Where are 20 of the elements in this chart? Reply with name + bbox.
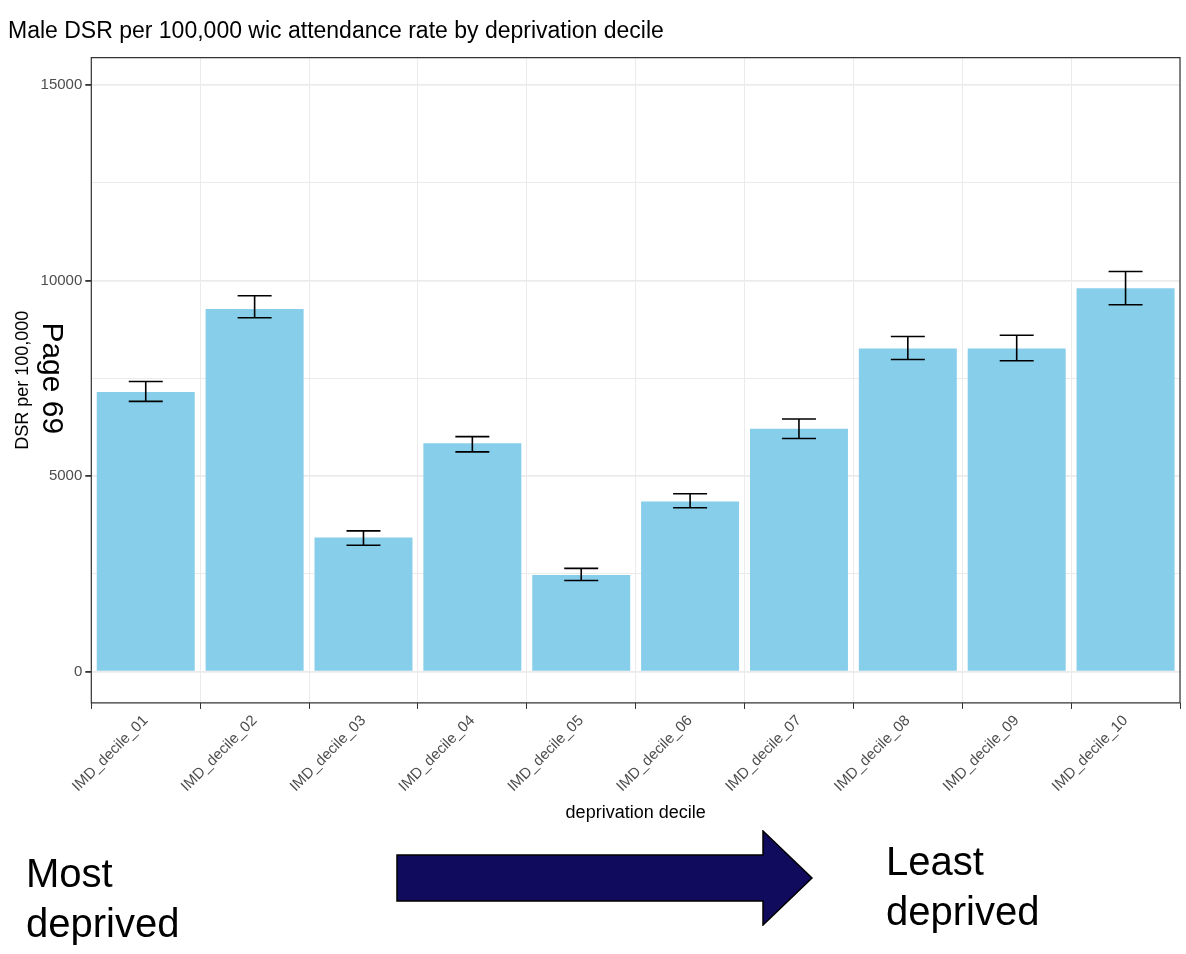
bar — [205, 309, 304, 671]
bar — [96, 391, 195, 671]
y-tick-label: 15000 — [40, 75, 83, 93]
y-tick-label: 0 — [73, 661, 83, 679]
bar — [967, 348, 1066, 671]
bar — [858, 348, 957, 671]
chart-title: Male DSR per 100,000 wic attendance rate by deprivation decile — [8, 17, 664, 44]
bar — [749, 428, 848, 671]
x-axis-title: deprivation decile — [565, 802, 706, 823]
bar — [641, 501, 740, 671]
text: Most deprived — [26, 850, 181, 947]
bar — [532, 575, 631, 671]
y-tick-label: 10000 — [40, 270, 83, 288]
text: Least deprived — [886, 838, 1041, 935]
bar — [314, 537, 413, 671]
text: Page 69 — [37, 322, 71, 435]
y-tick-label: 5000 — [48, 466, 83, 484]
y-axis-title: DSR per 100,000 — [11, 310, 32, 450]
bar — [1076, 288, 1175, 671]
bar — [423, 443, 522, 671]
